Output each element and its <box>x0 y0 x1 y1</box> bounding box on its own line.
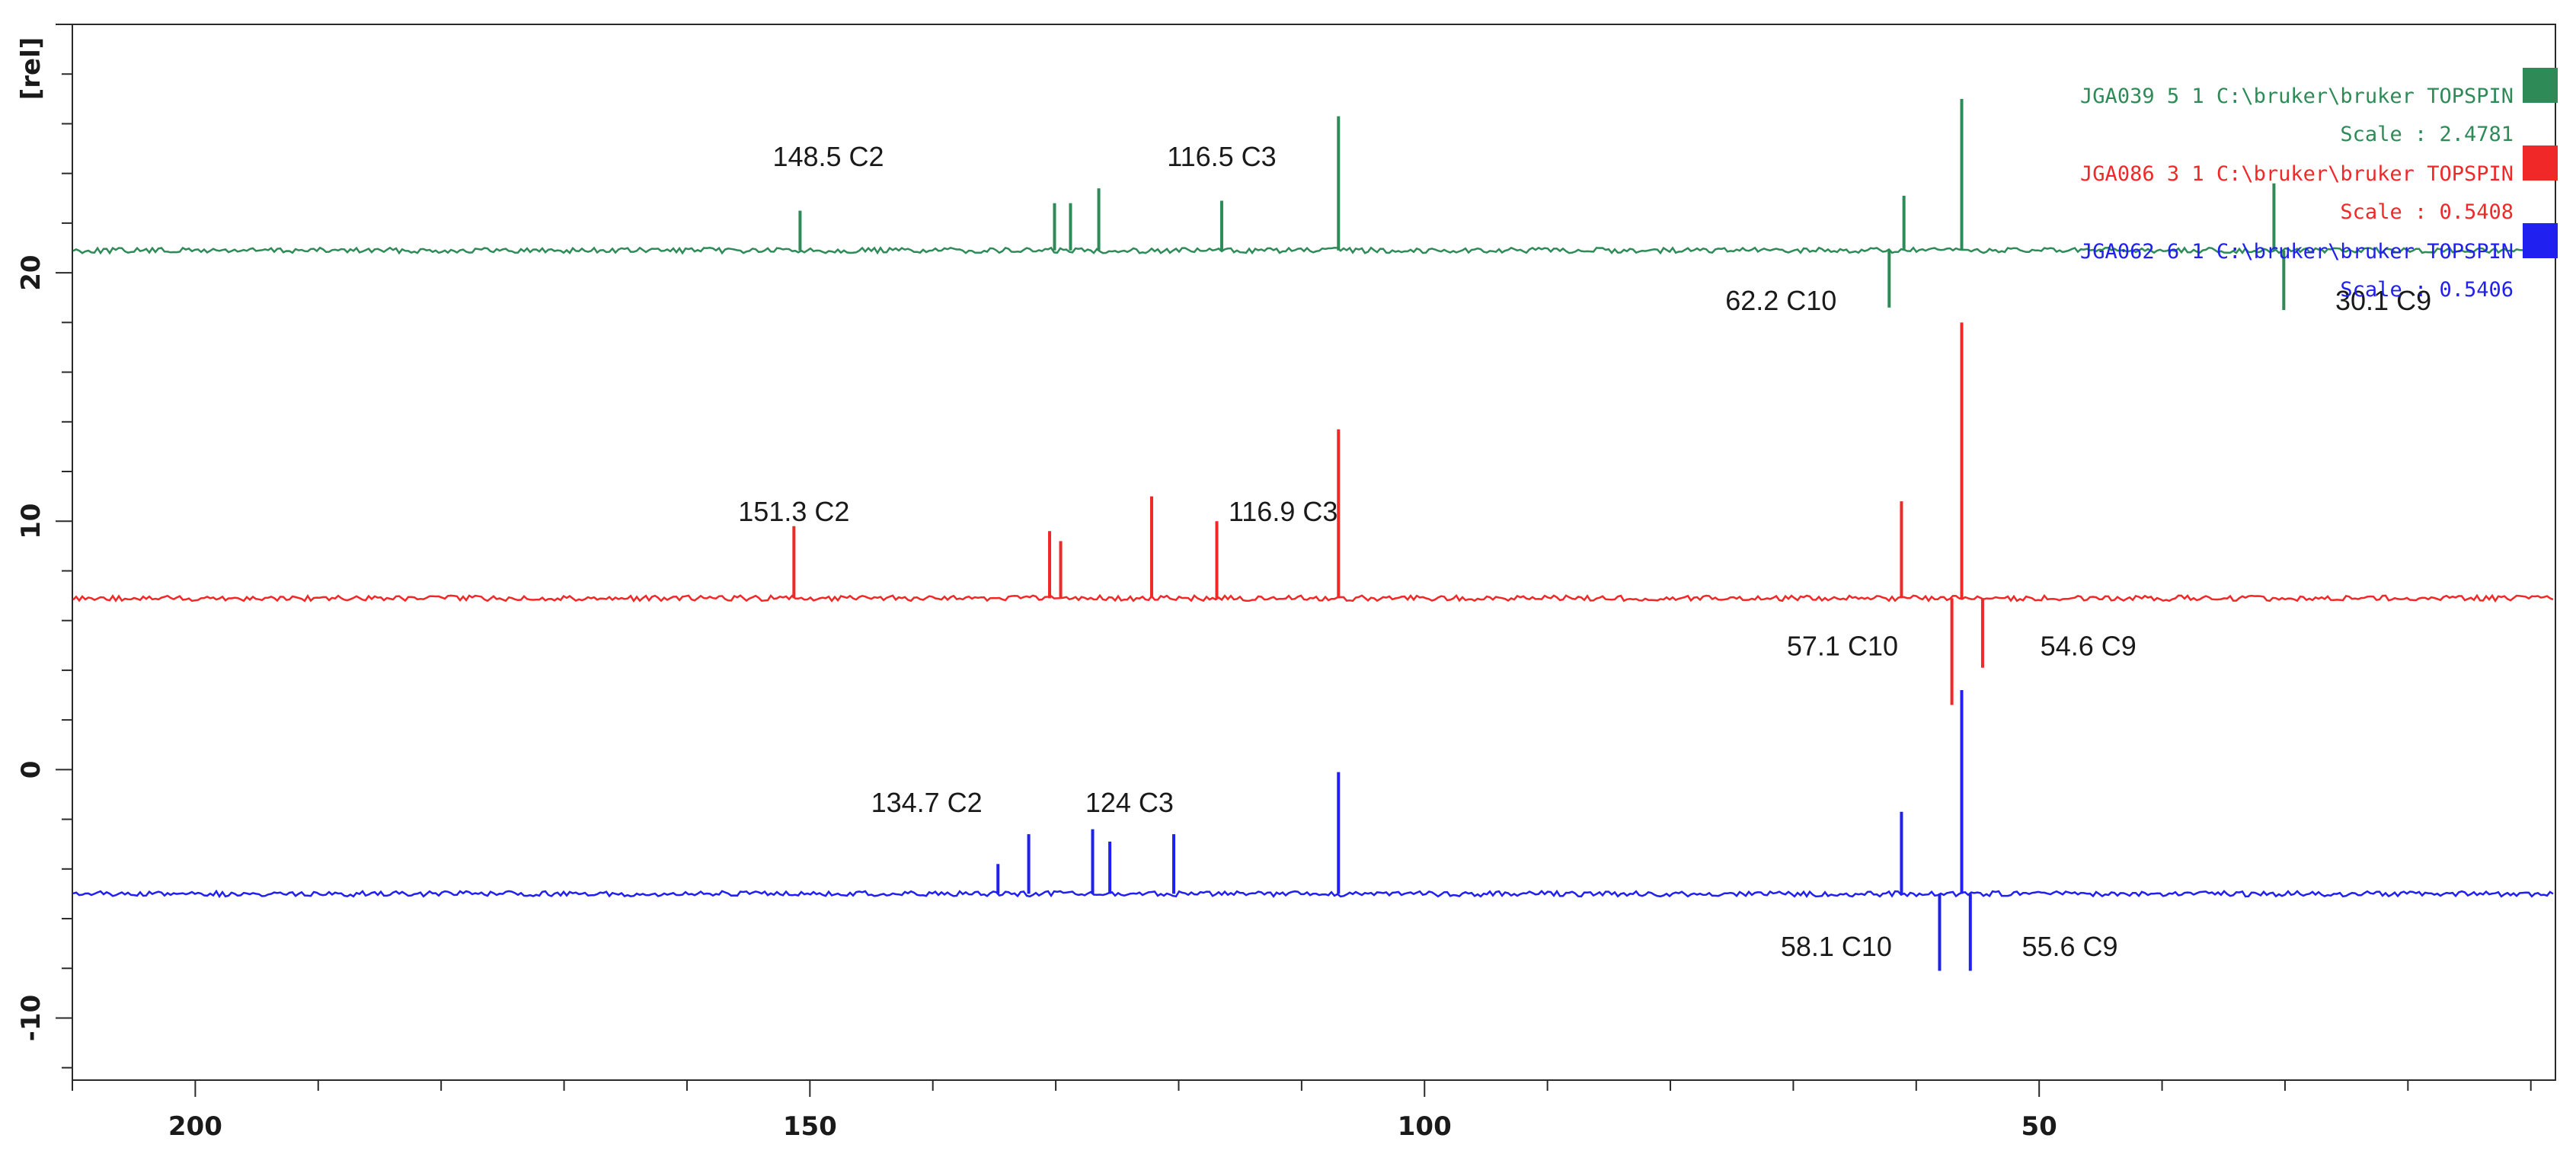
spectrum-baseline <box>72 593 2554 603</box>
legend-entry-scale: Scale : 0.5406 <box>2340 278 2514 302</box>
y-tick-label: 10 <box>16 503 46 539</box>
x-tick-label: 100 <box>1398 1111 1452 1142</box>
spectrum-baseline <box>72 246 2554 255</box>
peak-label: 134.7 C2 <box>871 787 983 818</box>
legend-swatch <box>2523 223 2558 258</box>
legend-swatch <box>2523 68 2558 103</box>
spectrum-series-2 <box>72 322 2554 705</box>
y-tick-label: -10 <box>16 995 46 1041</box>
peak-label: 58.1 C10 <box>1781 931 1892 962</box>
legend-swatch <box>2523 145 2558 181</box>
x-tick-label: 200 <box>168 1111 222 1142</box>
x-tick-label: 150 <box>783 1111 837 1142</box>
legend-entry-name: JGA086 3 1 C:\bruker\bruker TOPSPIN <box>2080 162 2514 186</box>
peak-label: 124 C3 <box>1085 787 1174 818</box>
legend-entry-scale: Scale : 0.5408 <box>2340 200 2514 224</box>
peak-label: 148.5 C2 <box>772 141 884 172</box>
peak-label: 151.3 C2 <box>738 496 849 527</box>
peak-label: 30.1 C9 <box>2335 285 2431 316</box>
legend-entry-scale: Scale : 2.4781 <box>2340 123 2514 146</box>
peak-label: 54.6 C9 <box>2041 630 2137 661</box>
spectrum-baseline <box>72 889 2554 899</box>
spectra <box>72 98 2554 971</box>
spectrum-series-1 <box>72 98 2554 311</box>
y-axis-label: [rel] <box>16 37 46 101</box>
plot-frame <box>72 24 2556 1081</box>
peak-label: 55.6 C9 <box>2021 931 2117 962</box>
peak-label: 116.9 C3 <box>1229 496 1338 527</box>
legend: JGA039 5 1 C:\bruker\bruker TOPSPIN Scale… <box>2080 68 2558 302</box>
peak-label: 57.1 C10 <box>1787 630 1898 661</box>
peak-label: 62.2 C10 <box>1725 285 1836 316</box>
legend-entry-name: JGA062 6 1 C:\bruker\bruker TOPSPIN <box>2080 240 2514 264</box>
legend-entry-name: JGA039 5 1 C:\bruker\bruker TOPSPIN <box>2080 85 2514 108</box>
spectrum-series-3 <box>72 689 2554 971</box>
y-tick-label: 20 <box>16 254 46 290</box>
y-tick-label: 0 <box>16 761 46 779</box>
x-tick-label: 50 <box>2021 1111 2057 1142</box>
peak-annotations: 148.5 C2 116.5 C3 62.2 C10 30.1 C9 151.3 C2 1… <box>738 141 2431 962</box>
peak-label: 116.5 C3 <box>1167 141 1276 172</box>
